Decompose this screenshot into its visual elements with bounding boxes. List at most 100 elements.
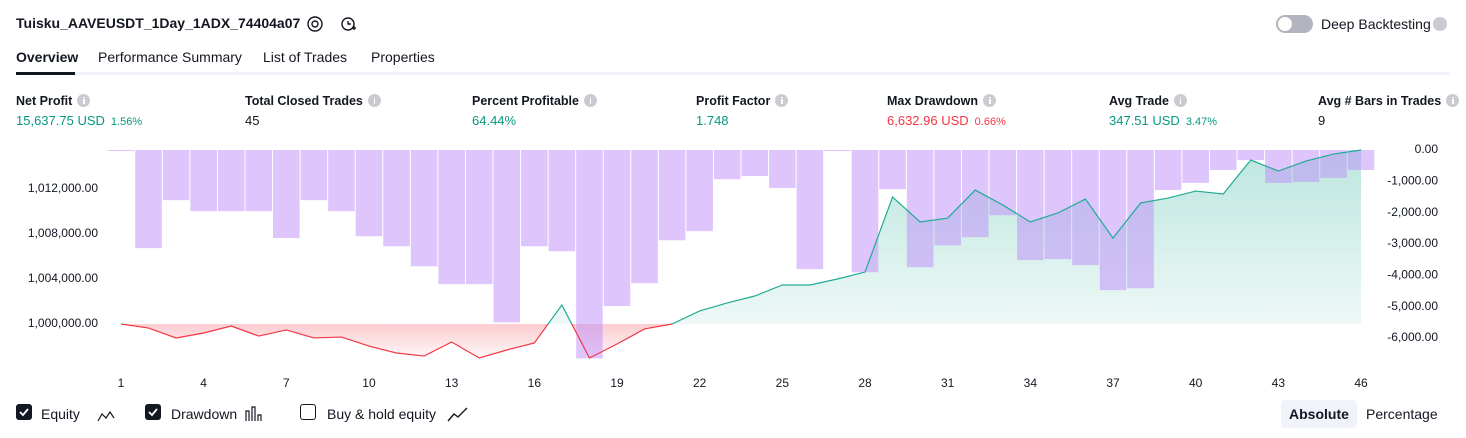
buy-hold-icon bbox=[447, 407, 468, 422]
help-icon[interactable] bbox=[1433, 17, 1447, 31]
equity-area-negative bbox=[120, 324, 673, 358]
equity-line bbox=[120, 149, 1362, 325]
check-mark bbox=[148, 408, 158, 417]
alert-icon[interactable] bbox=[341, 17, 356, 31]
equity-icon bbox=[97, 410, 115, 422]
metric-label-text: Net Profit bbox=[16, 94, 73, 108]
drawdown-bar bbox=[1182, 150, 1209, 183]
drawdown-bar bbox=[521, 150, 548, 247]
tab[interactable]: List of Trades bbox=[263, 49, 348, 65]
line-layer bbox=[120, 149, 1362, 359]
metric-value: 1.748 bbox=[696, 113, 729, 128]
drawdown-bar bbox=[1237, 150, 1265, 161]
metric-value-text: 6,632.96 USD bbox=[887, 113, 969, 128]
info-icon[interactable] bbox=[583, 94, 597, 107]
drawdown-bar bbox=[824, 150, 851, 151]
metric-label: Profit Factor bbox=[696, 94, 789, 108]
metric-value-text: 45 bbox=[245, 113, 260, 128]
settings-icon[interactable] bbox=[307, 16, 323, 32]
y-tick-label: 1,012,000.00 bbox=[28, 181, 98, 195]
metric-label-text: Avg # Bars in Trades bbox=[1318, 94, 1442, 108]
x-tick-label: 16 bbox=[528, 376, 542, 390]
x-tick-label: 34 bbox=[1024, 376, 1038, 390]
drawdown-bar bbox=[576, 150, 603, 359]
metric-value: 9 bbox=[1318, 113, 1325, 128]
checkbox[interactable] bbox=[300, 404, 316, 420]
drawdown-bar bbox=[879, 150, 906, 190]
metric-label: Percent Profitable bbox=[472, 94, 597, 108]
drawdown-bar bbox=[796, 150, 824, 270]
tab[interactable]: Overview bbox=[16, 49, 79, 65]
drawdown-bar bbox=[1099, 150, 1127, 291]
mode-button[interactable]: Percentage bbox=[1366, 406, 1438, 422]
info-icon[interactable] bbox=[775, 94, 789, 107]
info-icon[interactable] bbox=[77, 94, 91, 107]
metric-value-text: 1.748 bbox=[696, 113, 729, 128]
tab[interactable]: Properties bbox=[371, 49, 435, 65]
drawdown-bar bbox=[1044, 150, 1072, 260]
mode-button[interactable]: Absolute bbox=[1281, 400, 1357, 428]
drawdown-bar bbox=[135, 150, 162, 249]
checkbox-label[interactable]: Drawdown bbox=[171, 406, 238, 422]
x-tick-label: 43 bbox=[1272, 376, 1286, 390]
metric-label-text: Avg Trade bbox=[1109, 94, 1169, 108]
y2-tick-label: 0.00 bbox=[1415, 142, 1439, 156]
x-tick-label: 1 bbox=[118, 376, 125, 390]
metric-label: Avg # Bars in Trades bbox=[1318, 94, 1460, 108]
metric-label: Max Drawdown bbox=[887, 94, 996, 108]
drawdown-bar bbox=[300, 150, 328, 201]
metric-label-text: Total Closed Trades bbox=[245, 94, 363, 108]
y2-tick-label: -3,000.00 bbox=[1387, 236, 1438, 250]
drawdown-bar bbox=[1127, 150, 1154, 289]
bar-layer bbox=[107, 150, 1375, 359]
checkbox-label[interactable]: Buy & hold equity bbox=[327, 406, 436, 422]
metric-label: Total Closed Trades bbox=[245, 94, 381, 108]
drawdown-bar bbox=[603, 150, 631, 307]
drawdown-bar bbox=[383, 150, 410, 247]
x-tick-label: 19 bbox=[610, 376, 624, 390]
info-icon[interactable] bbox=[1173, 94, 1187, 107]
drawdown-bar bbox=[1017, 150, 1044, 261]
tab-rule bbox=[16, 72, 1450, 75]
drawdown-bar bbox=[1265, 150, 1292, 183]
x-tick-label: 10 bbox=[362, 376, 376, 390]
drawdown-bar bbox=[1292, 150, 1320, 182]
drawdown-bar bbox=[190, 150, 217, 212]
tab[interactable]: Performance Summary bbox=[98, 49, 242, 65]
y2-tick-label: -2,000.00 bbox=[1387, 205, 1438, 219]
toggle-label: Deep Backtesting bbox=[1321, 16, 1431, 32]
metric-value: 45 bbox=[245, 113, 259, 128]
drawdown-bar bbox=[1347, 150, 1375, 171]
checkbox[interactable] bbox=[16, 404, 32, 420]
drawdown-bar bbox=[493, 150, 521, 323]
metric-label: Net Profit bbox=[16, 94, 91, 108]
x-tick-label: 7 bbox=[283, 376, 290, 390]
metric-label-text: Percent Profitable bbox=[472, 94, 579, 108]
strategy-title: Tuisku_AAVEUSDT_1Day_1ADX_74404a07 bbox=[16, 15, 301, 31]
drawdown-bar bbox=[245, 150, 273, 212]
info-icon[interactable] bbox=[367, 94, 381, 107]
drawdown-bar bbox=[355, 150, 383, 237]
drawdown-bar bbox=[961, 150, 989, 238]
y2-tick-label: -5,000.00 bbox=[1387, 299, 1438, 313]
drawdown-bar bbox=[438, 150, 465, 285]
toggle-knob bbox=[1278, 17, 1292, 31]
info-icon[interactable] bbox=[983, 94, 996, 107]
equity-area-positive bbox=[120, 150, 1362, 325]
drawdown-bar bbox=[1072, 150, 1099, 266]
drawdown-bar bbox=[713, 150, 741, 180]
checkbox-label[interactable]: Equity bbox=[41, 406, 80, 422]
metric-value-text: 347.51 USD bbox=[1109, 113, 1180, 128]
drawdown-icon bbox=[245, 406, 262, 421]
x-tick-label: 13 bbox=[445, 376, 459, 390]
metric-value-text: 9 bbox=[1318, 113, 1326, 128]
info-icon[interactable] bbox=[1446, 94, 1460, 107]
metric-value-text: 64.44% bbox=[472, 113, 517, 128]
checkbox[interactable] bbox=[145, 404, 161, 420]
metric-value: 347.51 USD 3.47% bbox=[1109, 113, 1217, 128]
y-tick-label: 1,000,000.00 bbox=[28, 316, 98, 330]
drawdown-bar bbox=[465, 150, 493, 285]
drawdown-bar bbox=[1209, 150, 1237, 171]
x-tick-label: 40 bbox=[1189, 376, 1203, 390]
